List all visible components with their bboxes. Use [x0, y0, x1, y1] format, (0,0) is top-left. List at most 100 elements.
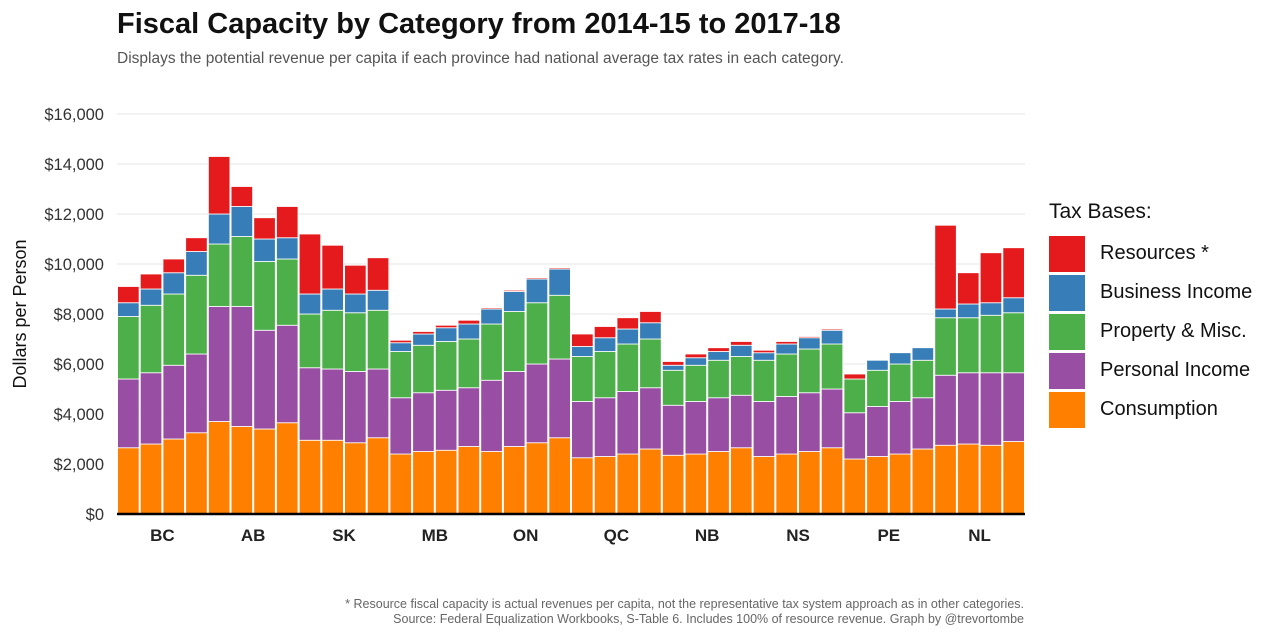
bar-segment [911, 397, 934, 450]
bar-segment [548, 268, 571, 296]
bar-segment [730, 341, 753, 346]
legend-label: Property & Misc. [1100, 320, 1247, 342]
bar-segment [389, 397, 412, 455]
x-tick-label: ON [513, 526, 539, 545]
bar-segment [480, 308, 503, 325]
bar-segment [230, 236, 254, 307]
bar-segment [775, 453, 798, 515]
bar-segment [548, 437, 571, 515]
bar-segment [730, 447, 753, 515]
bar-segment [639, 322, 662, 340]
x-tick-label: QC [604, 526, 630, 545]
bar-segment [253, 428, 276, 515]
bar-segment [525, 302, 549, 365]
y-tick-label: $14,000 [44, 156, 104, 174]
bar-segment [707, 347, 730, 352]
legend-item: Consumption [1049, 390, 1277, 429]
bar-segment [934, 308, 957, 319]
bar-segment [117, 286, 140, 304]
bar-segment [820, 343, 844, 390]
bar-segment [639, 448, 662, 515]
bar-segment [820, 447, 844, 515]
bar-segment [434, 327, 458, 342]
bar-segment [253, 238, 276, 262]
bar-segment [843, 412, 866, 460]
footnote-line: Source: Federal Equalization Workbooks, … [393, 612, 1024, 626]
chart-subtitle: Displays the potential revenue per capit… [117, 50, 844, 67]
bar-segment [276, 324, 299, 424]
bar-segment [389, 453, 412, 515]
bar-segment [1002, 441, 1025, 515]
bar-segment [298, 313, 322, 369]
bar-segment [525, 277, 549, 280]
bar-segment [434, 341, 458, 391]
footnote: * Resource fiscal capacity is actual rev… [345, 597, 1024, 627]
bar-segment [344, 371, 367, 444]
bars [117, 156, 1025, 515]
bar-segment [344, 293, 367, 314]
bar-segment [344, 264, 367, 295]
bar-segment [480, 379, 503, 452]
bar-segment [934, 444, 957, 515]
bar-segment [162, 438, 185, 515]
bar-segment [366, 437, 390, 515]
bar-segment [843, 458, 866, 515]
bar-segment [548, 358, 571, 439]
bar-segment [412, 331, 435, 335]
bar-segment [321, 368, 344, 441]
chart-title: Fiscal Capacity by Category from 2014-15… [117, 8, 841, 40]
bar-segment [889, 401, 912, 455]
legend-label: Consumption [1100, 398, 1218, 420]
legend-swatch [1049, 352, 1085, 389]
bar-segment [1002, 312, 1025, 374]
bar-segment [662, 454, 685, 515]
bar-segment [775, 341, 798, 345]
bar-segment [957, 272, 980, 305]
x-tick-label: SK [332, 526, 356, 545]
bar-segment [162, 293, 185, 366]
legend-label: Resources * [1100, 242, 1209, 264]
bar-segment [707, 397, 730, 452]
bar-segment [276, 206, 299, 239]
bar-segment [207, 243, 231, 307]
bar-segment [616, 343, 639, 392]
bar-segment [276, 422, 299, 515]
gridlines [117, 113, 1025, 465]
bar-segment [684, 353, 707, 359]
bar-segment [457, 338, 481, 389]
bar-segment [480, 451, 503, 515]
bar-segment [684, 401, 707, 455]
bar-segment [1002, 247, 1025, 299]
bar-segment [798, 337, 821, 350]
bar-segment [503, 371, 526, 447]
bar-segment [117, 302, 140, 317]
bar-segment [480, 323, 503, 381]
bar-segment [480, 307, 503, 310]
bar-segment [162, 272, 185, 295]
bar-segment [639, 387, 662, 450]
bar-segment [366, 368, 390, 439]
bar-segment [253, 217, 276, 240]
bar-segment [662, 404, 685, 456]
y-tick-label: $16,000 [44, 106, 104, 124]
bar-segment [548, 294, 571, 360]
bar-segment [253, 329, 276, 430]
bar-segment [593, 337, 617, 352]
bar-segment [434, 324, 458, 329]
legend-swatch [1049, 313, 1085, 350]
bar-segment [934, 317, 957, 376]
bar-segment [707, 451, 730, 515]
bar-segment [616, 328, 639, 345]
bar-segment [366, 309, 390, 370]
x-tick-label: NS [786, 526, 810, 545]
legend-title: Tax Bases: [1049, 200, 1152, 223]
bar-segment [798, 451, 821, 515]
bar-segment [730, 394, 753, 449]
bar-segment [321, 309, 344, 370]
bar-segment [684, 364, 707, 402]
bar-segment [934, 224, 957, 310]
bar-segment [185, 237, 208, 252]
bar-segment [979, 444, 1003, 515]
bar-segment [457, 387, 481, 447]
bar-segment [571, 346, 594, 357]
